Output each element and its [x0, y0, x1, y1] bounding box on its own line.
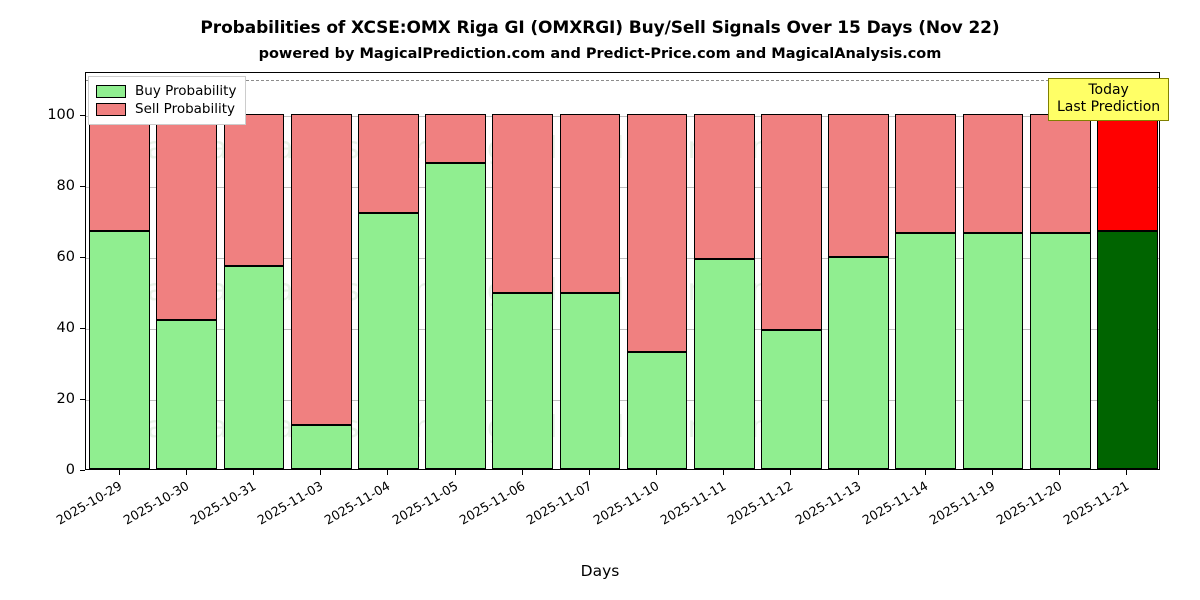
bar-segment-sell	[828, 113, 890, 257]
y-tick-mark	[80, 185, 85, 187]
legend-swatch-buy-icon	[96, 84, 126, 98]
today-callout-line1: Today	[1088, 82, 1129, 98]
y-tick-mark	[80, 398, 85, 400]
bar-2025-11-11	[693, 71, 755, 469]
bar-segment-sell	[425, 113, 486, 164]
bar-2025-10-31	[223, 71, 285, 469]
bar-segment-buy	[223, 266, 285, 469]
bar-segment-buy	[1029, 232, 1091, 469]
y-tick-mark	[80, 470, 85, 471]
x-tick-mark	[790, 470, 792, 475]
y-tick-label: 20	[56, 390, 75, 407]
bar-2025-11-10	[626, 71, 688, 469]
bar-series	[86, 73, 1159, 469]
today-callout: Today Last Prediction	[1048, 78, 1170, 122]
bar-segment-sell	[357, 113, 419, 214]
gridline	[86, 328, 1159, 330]
gridline	[86, 115, 1159, 117]
x-tick-mark	[857, 470, 859, 475]
bar-2025-11-20	[1029, 71, 1091, 469]
bar-segment-buy	[828, 256, 890, 469]
bar-2025-11-04	[357, 71, 419, 469]
bar-2025-11-07	[559, 71, 621, 469]
bar-segment-buy	[156, 319, 218, 469]
bar-segment-sell	[761, 113, 822, 331]
bar-segment-buy	[559, 293, 621, 469]
chart-legend: Buy Probability Sell Probability	[88, 76, 247, 125]
gridline	[86, 257, 1159, 259]
y-tick-label: 80	[56, 177, 75, 194]
gridline	[86, 399, 1159, 401]
bar-segment-buy	[492, 293, 554, 469]
x-tick-mark	[387, 470, 389, 475]
today-callout-line2: Last Prediction	[1057, 98, 1161, 115]
bar-segment-sell	[626, 113, 688, 352]
legend-label-sell: Sell Probability	[135, 101, 236, 117]
legend-swatch-sell-icon	[96, 102, 126, 116]
legend-item-sell: Sell Probability	[96, 100, 236, 118]
x-tick-mark	[588, 470, 590, 475]
bar-2025-11-19	[962, 71, 1024, 469]
x-tick-mark	[118, 470, 120, 475]
bar-segment-sell	[492, 113, 554, 294]
bar-segment-buy	[425, 163, 486, 469]
bar-segment-sell	[223, 113, 285, 267]
y-tick-label: 100	[47, 106, 75, 123]
y-tick-mark	[80, 114, 85, 116]
bar-segment-buy	[693, 259, 755, 469]
bar-2025-11-05	[425, 71, 486, 469]
page-title: Probabilities of XCSE:OMX Riga GI (OMXRG…	[200, 18, 1000, 38]
x-tick-mark	[185, 470, 187, 475]
bar-segment-sell	[1097, 113, 1158, 231]
bar-segment-buy	[895, 232, 957, 469]
x-tick-mark	[992, 470, 994, 475]
x-tick-mark	[252, 470, 254, 475]
bar-2025-11-06	[492, 71, 554, 469]
bar-segment-sell	[693, 113, 755, 260]
bar-2025-11-14	[895, 71, 957, 469]
y-tick-label: 40	[56, 319, 75, 336]
y-tick-label: 0	[65, 462, 75, 478]
legend-item-buy: Buy Probability	[96, 82, 236, 100]
bar-2025-11-13	[828, 71, 890, 469]
bar-2025-11-12	[761, 71, 822, 469]
bar-2025-11-03	[290, 71, 352, 469]
y-tick-mark	[80, 256, 85, 258]
x-tick-mark	[924, 470, 926, 475]
bar-segment-buy	[290, 424, 352, 469]
x-tick-mark	[723, 470, 725, 475]
x-tick-mark	[454, 470, 456, 475]
x-tick-mark	[521, 470, 523, 475]
bar-segment-buy	[1097, 230, 1158, 469]
x-tick-mark	[320, 470, 322, 475]
bar-segment-buy	[89, 230, 150, 469]
bar-2025-10-29	[89, 71, 150, 469]
bar-segment-sell	[559, 113, 621, 294]
bar-segment-sell	[156, 113, 218, 320]
bar-segment-sell	[89, 113, 150, 231]
bar-segment-sell	[895, 113, 957, 233]
plot-area: MagicalAnalysis.com MagicalPrediction.co…	[85, 72, 1160, 470]
bar-segment-sell	[1029, 113, 1091, 233]
x-tick-mark	[1126, 470, 1128, 475]
bar-segment-buy	[761, 330, 822, 469]
x-tick-mark	[1059, 470, 1061, 475]
y-tick-mark	[80, 327, 85, 329]
chart-subtitle: powered by MagicalPrediction.com and Pre…	[258, 46, 942, 62]
bar-2025-11-21	[1097, 71, 1158, 469]
y-tick-label: 60	[56, 248, 75, 265]
x-tick-mark	[656, 470, 658, 475]
bar-segment-buy	[626, 351, 688, 469]
bar-2025-10-30	[156, 71, 218, 469]
gridline	[86, 186, 1159, 188]
bar-segment-sell	[962, 113, 1024, 233]
bar-segment-buy	[962, 232, 1024, 469]
x-axis-label: Days	[580, 562, 620, 580]
bar-segment-buy	[357, 213, 419, 469]
legend-label-buy: Buy Probability	[135, 83, 237, 99]
threshold-dashed-line	[86, 80, 1159, 82]
bar-segment-sell	[290, 113, 352, 425]
